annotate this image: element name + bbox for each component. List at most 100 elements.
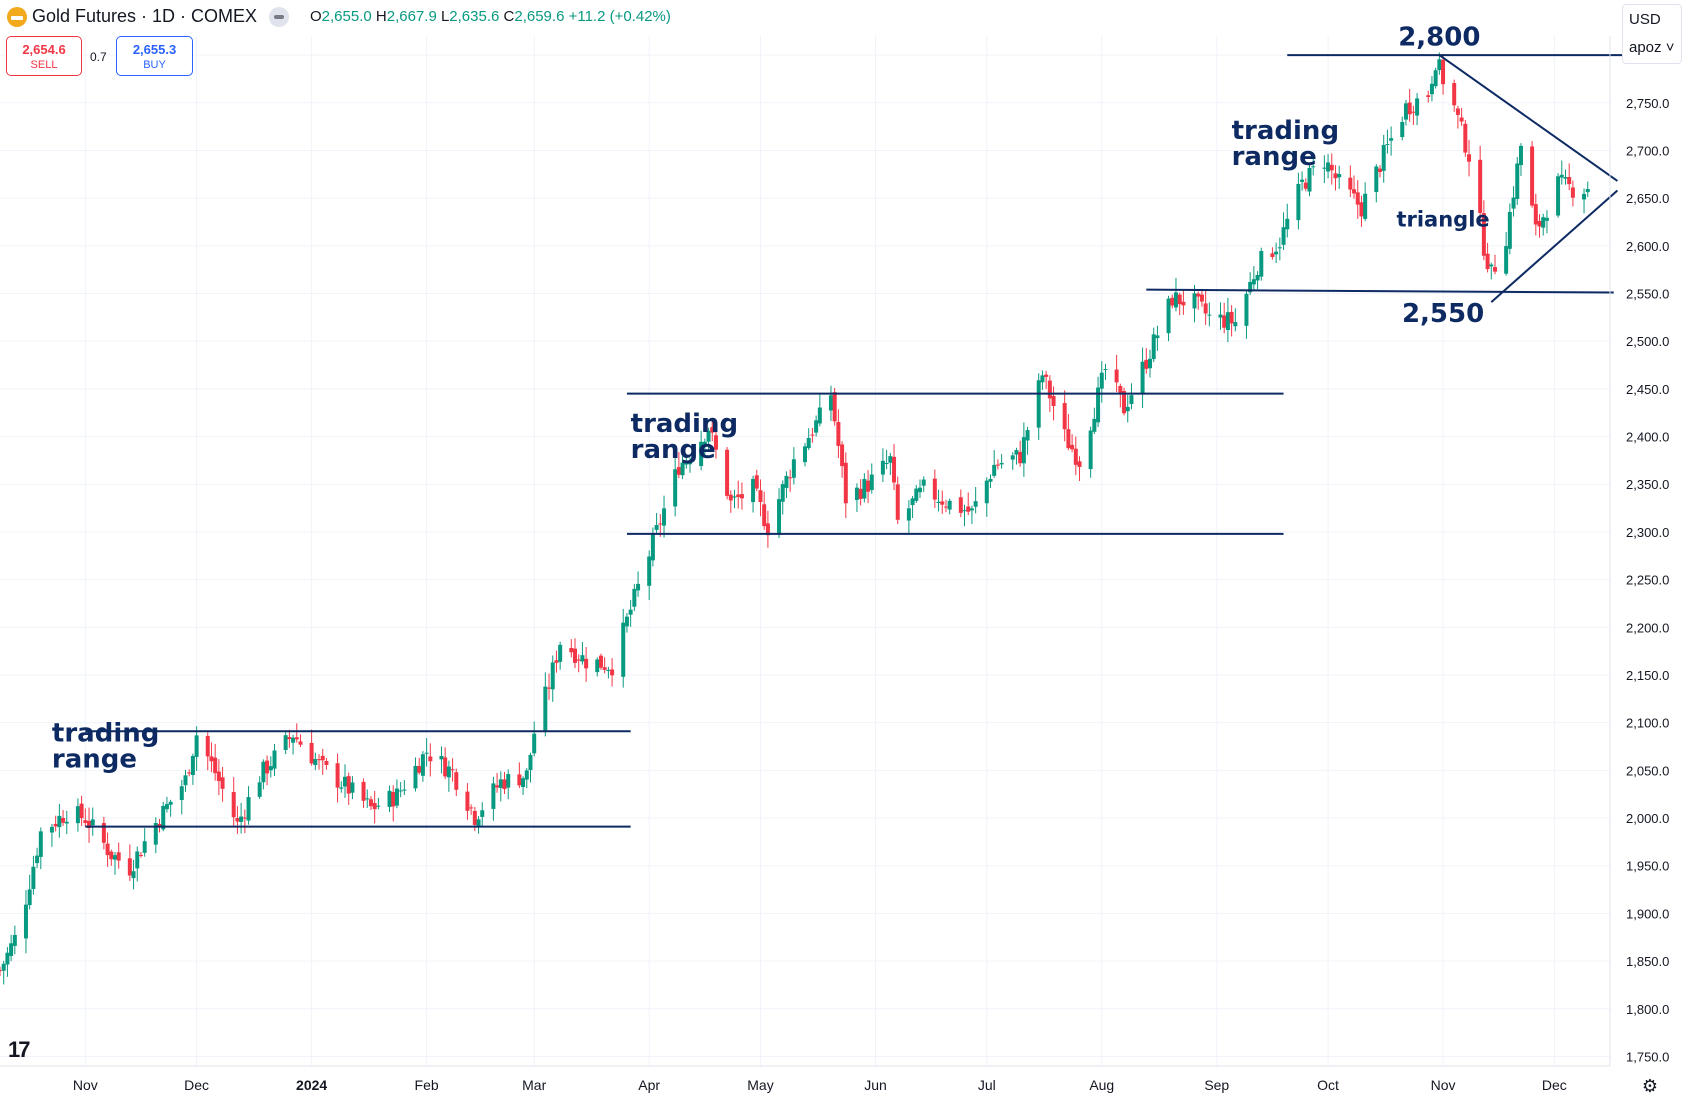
label-trading-range-1-line: range bbox=[52, 745, 137, 775]
candle-body bbox=[1099, 372, 1104, 389]
candle-body bbox=[1311, 166, 1316, 168]
candle-body bbox=[476, 819, 481, 827]
candle-body bbox=[673, 469, 678, 507]
candle-body bbox=[1018, 451, 1023, 464]
time-tick-label: Dec bbox=[1542, 1077, 1567, 1093]
candle-body bbox=[450, 769, 455, 771]
candle-body bbox=[131, 871, 136, 879]
candle-body bbox=[1251, 279, 1256, 285]
candle-body bbox=[1489, 264, 1494, 267]
price-tick-label: 2,550.0 bbox=[1626, 287, 1669, 302]
candle-body bbox=[888, 456, 893, 463]
price-axis[interactable]: 1,750.0 1,800.0 1,850.0 1,900.0 1,950.0 2,000… bbox=[1609, 36, 1669, 1066]
sell-button[interactable]: 2,654.6 SELL bbox=[6, 36, 82, 76]
candle-body bbox=[101, 823, 106, 843]
time-axis[interactable]: ctNovDec2024FebMarAprMayJunJulAugSepOctN… bbox=[0, 1065, 1658, 1096]
time-tick-label: Oct bbox=[1317, 1077, 1339, 1093]
price-tick-label: 2,700.0 bbox=[1626, 143, 1669, 158]
symbol-title[interactable]: Gold Futures · 1D · COMEX bbox=[32, 6, 258, 26]
candle-body bbox=[1277, 247, 1282, 249]
time-tick-label: Dec bbox=[184, 1077, 209, 1093]
candle-body bbox=[261, 761, 266, 783]
candle-body bbox=[235, 818, 240, 822]
candle-body bbox=[725, 449, 730, 496]
triangle-lower bbox=[1490, 189, 1619, 303]
candle-body bbox=[1455, 108, 1460, 115]
candle-body bbox=[1426, 95, 1431, 98]
candle-body bbox=[1374, 166, 1379, 193]
candle-body bbox=[1222, 315, 1227, 328]
candle-body bbox=[921, 479, 926, 486]
candle-body bbox=[624, 616, 629, 627]
buy-label: BUY bbox=[143, 59, 166, 71]
candle-body bbox=[194, 735, 199, 757]
label-trading-range-2-line: trading bbox=[631, 409, 738, 439]
candle-body bbox=[346, 776, 351, 794]
visibility-icon[interactable] bbox=[269, 7, 289, 27]
gold-coin-icon bbox=[7, 7, 27, 27]
candle-body bbox=[1504, 246, 1509, 274]
candle-body bbox=[394, 788, 399, 806]
candle-body bbox=[1125, 406, 1130, 412]
candle-body bbox=[317, 759, 322, 761]
buy-button[interactable]: 2,655.3 BUY bbox=[116, 36, 193, 76]
candle-body bbox=[246, 797, 251, 821]
settings-gear-icon[interactable]: ⚙ bbox=[1642, 1076, 1658, 1096]
price-tick-label: 2,350.0 bbox=[1626, 477, 1669, 492]
candle-body bbox=[814, 420, 819, 433]
candle-body bbox=[113, 855, 117, 860]
candle-body bbox=[1300, 179, 1305, 182]
candle-body bbox=[1363, 193, 1368, 219]
candle-body bbox=[1199, 294, 1204, 302]
candle-body bbox=[1452, 83, 1457, 106]
time-tick-label: Jul bbox=[978, 1077, 996, 1093]
candle-body bbox=[628, 609, 633, 615]
candle-body bbox=[573, 648, 577, 663]
candle-body bbox=[398, 790, 403, 792]
label-trading-range-2-line: range bbox=[631, 435, 716, 465]
candle-body bbox=[1192, 293, 1197, 309]
candle-body bbox=[1303, 182, 1308, 189]
candle-body bbox=[291, 737, 296, 743]
candle-body bbox=[828, 395, 833, 411]
high-value: 2,667.9 bbox=[386, 8, 437, 25]
tradingview-logo-icon[interactable]: 17 bbox=[8, 1037, 31, 1062]
candle-body bbox=[1441, 59, 1446, 85]
candle-body bbox=[1233, 322, 1238, 327]
candle-body bbox=[547, 687, 552, 689]
candle-body bbox=[984, 480, 989, 504]
candle-body bbox=[1515, 163, 1520, 199]
candle-body bbox=[895, 484, 900, 520]
price-tick-label: 2,400.0 bbox=[1626, 430, 1669, 445]
unit-label[interactable]: apoz ˅ bbox=[1629, 39, 1675, 56]
candle-body bbox=[1229, 311, 1234, 324]
candle-body bbox=[936, 501, 941, 504]
currency-unit-selector[interactable]: USD apoz ˅ bbox=[1622, 4, 1682, 64]
candle-body bbox=[762, 504, 767, 527]
candle-body bbox=[1582, 193, 1587, 200]
candle-body bbox=[702, 441, 707, 445]
candle-body bbox=[1559, 174, 1564, 178]
candle-body bbox=[365, 798, 370, 800]
candle-body bbox=[606, 669, 611, 671]
candle-body bbox=[90, 819, 95, 826]
candle-body bbox=[1570, 187, 1575, 198]
candle-body bbox=[1062, 403, 1067, 430]
candle-body bbox=[53, 823, 58, 827]
candle-body bbox=[1385, 144, 1390, 146]
candle-body bbox=[1463, 123, 1468, 153]
candle-body bbox=[1541, 217, 1546, 228]
price-tick-label: 2,200.0 bbox=[1626, 620, 1669, 635]
candle-body bbox=[23, 904, 28, 939]
candle-body bbox=[517, 774, 522, 786]
candle-body bbox=[1248, 281, 1253, 293]
candle-body bbox=[1129, 395, 1134, 405]
candle-body bbox=[884, 462, 889, 464]
candle-body bbox=[1533, 204, 1538, 225]
candle-body bbox=[621, 622, 626, 677]
candle-body bbox=[1381, 145, 1386, 171]
candle-body bbox=[1166, 298, 1171, 334]
candle-body bbox=[1177, 294, 1182, 305]
candle-body bbox=[569, 647, 574, 653]
